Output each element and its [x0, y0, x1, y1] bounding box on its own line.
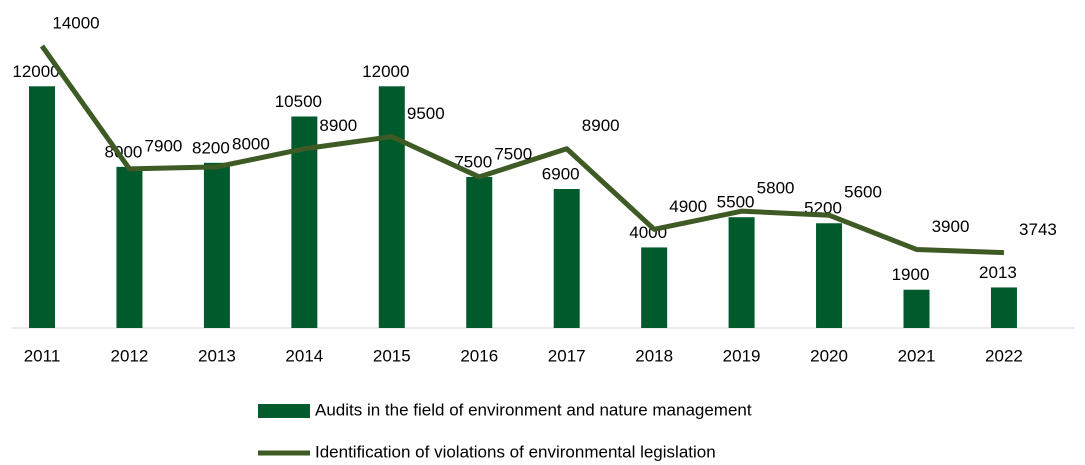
x-tick-label: 2013 [198, 346, 236, 365]
bar-value-label: 7500 [454, 152, 492, 171]
line-value-label: 8000 [232, 134, 270, 153]
x-tick-label: 2012 [111, 346, 149, 365]
line-value-label: 7500 [494, 144, 532, 163]
bar-value-label: 6900 [542, 164, 580, 183]
bar [29, 86, 55, 329]
x-tick-label: 2020 [810, 346, 848, 365]
x-tick-label: 2021 [898, 346, 936, 365]
line-value-label: 5600 [844, 183, 882, 202]
bar [816, 223, 843, 328]
bar [466, 176, 493, 328]
bar [990, 287, 1017, 328]
bar-value-label: 5500 [717, 193, 755, 212]
bar-value-label: 12000 [12, 62, 59, 81]
line-value-label: 8900 [319, 116, 357, 135]
line-value-label: 7900 [145, 136, 183, 155]
bar-value-label: 2013 [979, 263, 1017, 282]
x-tick-label: 2011 [24, 346, 61, 365]
x-tick-label: 2014 [285, 346, 323, 365]
x-tick-label: 2022 [985, 346, 1023, 365]
line-value-label: 5800 [757, 179, 795, 198]
line-value-label: 3743 [1019, 220, 1057, 239]
line-value-label: 9500 [407, 104, 445, 123]
line-value-label: 14000 [52, 13, 99, 32]
bar-value-label: 1900 [892, 265, 930, 284]
x-tick-label: 2016 [460, 346, 498, 365]
legend-label: Audits in the field of environment and n… [315, 400, 752, 419]
x-tick-label: 2019 [723, 346, 761, 365]
bar [203, 162, 230, 328]
line-value-label: 4900 [669, 197, 707, 216]
legend-label: Identification of violations of environm… [315, 442, 716, 461]
line [39, 44, 1005, 256]
bar [378, 86, 405, 329]
bar [116, 166, 143, 328]
bar-value-label: 12000 [362, 62, 409, 81]
bar [903, 289, 930, 328]
bar [641, 247, 668, 328]
line-value-label: 3900 [932, 217, 970, 236]
x-tick-label: 2015 [373, 346, 411, 365]
bar [553, 189, 580, 328]
legend-swatch [258, 404, 310, 418]
x-tick-label: 2017 [548, 346, 586, 365]
x-tick-label: 2018 [635, 346, 673, 365]
line-value-label: 8900 [582, 116, 620, 135]
bar-value-label: 10500 [275, 92, 322, 111]
bar [728, 217, 755, 328]
bar-value-label: 8200 [192, 138, 230, 157]
